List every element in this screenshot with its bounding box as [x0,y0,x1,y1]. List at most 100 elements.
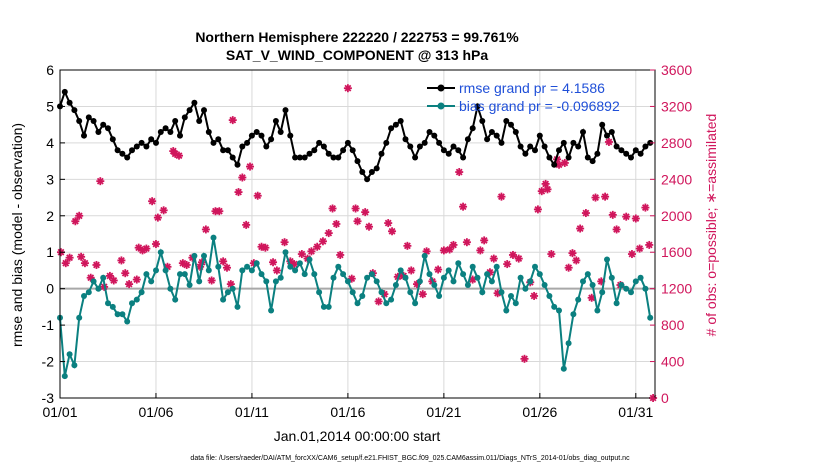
rmse-point [378,150,385,157]
obs-marker [403,241,412,250]
bias-point [349,289,356,296]
obs-marker [547,250,556,259]
bias-point [105,300,111,307]
rmse-point [344,139,351,146]
rmse-point [464,136,471,143]
rmse-point [157,129,164,135]
obs-marker [228,116,237,125]
y-tick-label-left: -1 [42,317,55,333]
obs-marker [374,297,383,306]
obs-marker [384,219,393,228]
rmse-point [498,139,505,146]
bias-point [541,282,548,288]
rmse-point [584,154,591,161]
bias-point [364,274,371,281]
rmse-point [234,161,241,168]
rmse-point [397,118,404,124]
bias-point [81,293,87,299]
obs-marker [365,222,374,231]
rmse-point [460,154,467,161]
obs-marker [449,240,458,249]
rmse-point [536,132,543,139]
obs-marker [246,162,255,171]
obs-marker [77,252,86,261]
x-tick-label: 01/01 [42,404,77,420]
rmse-point [575,143,582,150]
bias-point [445,267,452,274]
obs-marker [520,354,529,363]
obs-marker [351,204,360,213]
rmse-point [85,114,92,121]
bias-point [340,271,347,278]
rmse-point [272,118,279,124]
bias-point [277,274,284,281]
bias-point [292,267,299,274]
bias-point [647,314,654,321]
obs-marker [117,256,126,265]
bias-point [613,300,620,307]
rmse-point [239,143,246,150]
rmse-point [229,154,236,161]
rmse-point [340,147,347,154]
rmse-point [311,147,318,154]
bias-point [536,271,543,278]
y-tick-label-left: -3 [42,390,55,406]
obs-marker [222,263,231,272]
bias-point [508,293,514,299]
bias-point [392,282,399,288]
bias-point [244,263,251,270]
bias-point [407,289,414,296]
rmse-point [517,143,524,150]
rmse-point [330,154,337,161]
rmse-point [224,147,231,154]
bias-point [95,285,102,292]
obs-marker [591,193,600,202]
rmse-point [421,139,428,146]
obs-marker [61,259,70,268]
bias-point [133,296,140,303]
obs-marker [462,238,471,247]
obs-marker [92,260,101,269]
obs-marker [226,280,235,289]
bias-point [306,256,313,263]
rmse-point [565,154,572,161]
rmse-point [632,147,639,154]
obs-marker [313,242,322,251]
obs-marker [627,250,636,259]
rmse-point [119,150,126,157]
obs-marker [280,238,289,247]
rmse-point [143,143,150,150]
bias-point [575,296,582,303]
rmse-point [335,154,342,161]
bias-point [129,300,135,307]
bias-point [234,303,241,310]
bias-point [464,282,471,288]
bias-point [527,278,534,285]
legend-rmse-label: rmse grand pr = 4.1586 [459,80,605,96]
rmse-point [599,121,606,128]
rmse-point [508,121,514,128]
bias-point [196,278,203,285]
rmse-point [455,147,462,154]
rmse-point [248,132,255,139]
obs-marker [182,260,191,269]
bias-point [258,271,265,278]
rmse-point [392,121,399,128]
rmse-point [162,125,169,132]
x-axis-label: Jan.01,2014 00:00:00 start [274,428,441,444]
y-tick-label-right: 3600 [661,62,692,78]
rmse-point [177,132,183,139]
bias-point [412,300,419,307]
bias-point [589,282,596,288]
rmse-point [66,99,73,106]
y-tick-label-right: 800 [661,317,685,333]
bias-point [301,271,308,278]
rmse-point [512,129,519,135]
bias-point [282,249,289,256]
obs-marker [418,290,427,299]
rmse-point [201,107,207,114]
x-tick-label: 01/11 [235,404,269,420]
y-tick-label-left: 1 [46,244,54,260]
rmse-point [210,139,217,146]
obs-marker [604,137,613,146]
